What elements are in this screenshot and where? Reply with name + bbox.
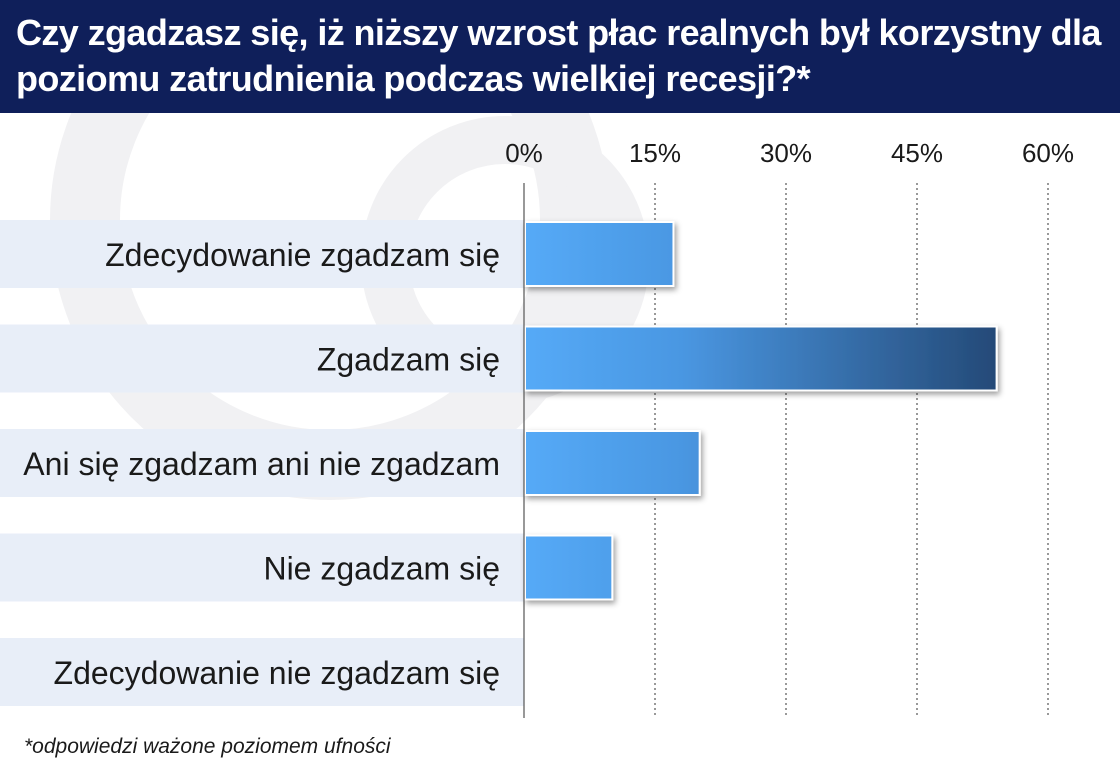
row-band bbox=[0, 220, 524, 288]
category-label: Zgadzam się bbox=[317, 342, 500, 378]
footnote: *odpowiedzi ważone poziomem ufności bbox=[24, 735, 391, 758]
row-band bbox=[0, 429, 524, 497]
bar bbox=[524, 430, 701, 496]
row-band bbox=[0, 638, 524, 706]
category-label: Zdecydowanie nie zgadzam się bbox=[54, 655, 500, 691]
x-tick-label: 0% bbox=[505, 138, 543, 168]
category-label: Ani się zgadzam ani nie zgadzam bbox=[23, 446, 500, 482]
x-tick-label: 30% bbox=[760, 138, 812, 168]
title-bar: Czy zgadzasz się, iż niższy wzrost płac … bbox=[0, 0, 1120, 113]
x-tick-label: 60% bbox=[1022, 138, 1074, 168]
category-label: Zdecydowanie zgadzam się bbox=[105, 237, 500, 273]
bar bbox=[524, 325, 998, 392]
chart-title: Czy zgadzasz się, iż niższy wzrost płac … bbox=[16, 12, 1101, 99]
x-tick-label: 15% bbox=[629, 138, 681, 168]
row-band bbox=[0, 324, 524, 393]
x-tick-label: 45% bbox=[891, 138, 943, 168]
row-band bbox=[0, 533, 524, 602]
bar bbox=[524, 534, 614, 601]
bar bbox=[524, 221, 675, 287]
category-label: Nie zgadzam się bbox=[263, 551, 500, 587]
